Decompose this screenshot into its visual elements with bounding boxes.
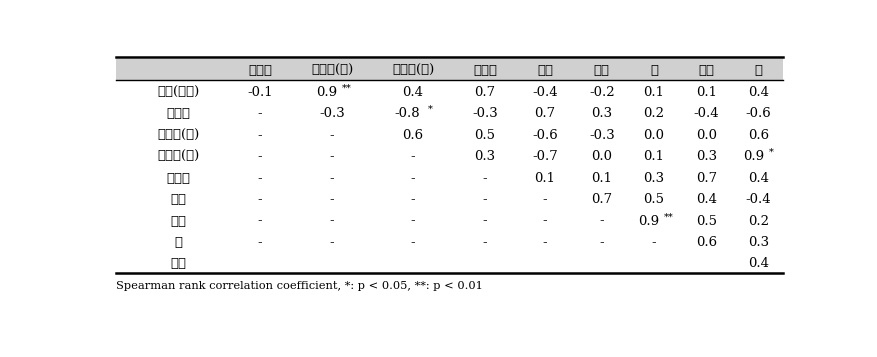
Text: 0.3: 0.3	[695, 150, 717, 163]
Text: -: -	[410, 215, 416, 227]
Text: -: -	[258, 107, 262, 120]
Text: Spearman rank correlation coefficient, *: p < 0.05, **: p < 0.01: Spearman rank correlation coefficient, *…	[117, 281, 483, 291]
Text: 0.1: 0.1	[695, 86, 717, 99]
Text: -: -	[330, 172, 334, 185]
Text: 0.5: 0.5	[644, 193, 665, 206]
Text: 0.2: 0.2	[644, 107, 665, 120]
Text: *: *	[769, 148, 774, 157]
Text: -: -	[258, 172, 262, 185]
Text: -0.3: -0.3	[472, 107, 498, 120]
Text: **: **	[664, 212, 674, 221]
Text: 0.3: 0.3	[644, 172, 665, 185]
Text: 0.4: 0.4	[748, 86, 769, 99]
Text: -0.4: -0.4	[532, 86, 558, 99]
Text: 믄: 믄	[754, 64, 763, 77]
Text: 0.3: 0.3	[474, 150, 496, 163]
Text: 0.6: 0.6	[403, 129, 424, 142]
Text: -: -	[543, 193, 547, 206]
Text: 0.7: 0.7	[591, 193, 612, 206]
Text: -0.4: -0.4	[694, 107, 719, 120]
Text: -: -	[482, 172, 488, 185]
Text: 0.2: 0.2	[748, 215, 769, 227]
Text: -0.4: -0.4	[745, 193, 772, 206]
Text: 0.4: 0.4	[748, 172, 769, 185]
Text: **: **	[342, 84, 352, 93]
Text: 날개짃(우): 날개짃(우)	[157, 150, 199, 163]
Text: 0.1: 0.1	[591, 172, 612, 185]
Text: -: -	[482, 236, 488, 249]
Text: -: -	[482, 193, 488, 206]
Text: -: -	[258, 129, 262, 142]
Text: 0.4: 0.4	[403, 86, 424, 99]
Text: 0.6: 0.6	[695, 236, 717, 249]
Text: 날개짃(우): 날개짃(우)	[392, 64, 434, 77]
Text: -: -	[330, 193, 334, 206]
Text: -: -	[543, 236, 547, 249]
Text: -0.6: -0.6	[532, 129, 558, 142]
Text: -0.8: -0.8	[395, 107, 420, 120]
Text: 가슴짃: 가슴짃	[166, 107, 190, 120]
Text: 혈액: 혈액	[537, 64, 553, 77]
Text: 꼬리짃: 꼬리짃	[473, 64, 497, 77]
Text: -: -	[258, 193, 262, 206]
Text: 가슴짃: 가슴짃	[248, 64, 272, 77]
Text: 0.5: 0.5	[474, 129, 496, 142]
Text: -: -	[600, 236, 604, 249]
Text: 0.6: 0.6	[748, 129, 769, 142]
Text: -0.2: -0.2	[589, 86, 615, 99]
Text: -: -	[600, 215, 604, 227]
Text: 0.4: 0.4	[695, 193, 717, 206]
Text: 0.1: 0.1	[644, 150, 665, 163]
Text: 깃털(전체): 깃털(전체)	[157, 86, 199, 99]
Text: -: -	[330, 215, 334, 227]
Text: 0.3: 0.3	[591, 107, 612, 120]
Text: 0.7: 0.7	[474, 86, 496, 99]
Text: -: -	[410, 193, 416, 206]
Text: 0.9: 0.9	[638, 215, 660, 227]
Text: -: -	[482, 215, 488, 227]
Text: -0.6: -0.6	[745, 107, 772, 120]
Text: 간: 간	[650, 64, 658, 77]
Text: -: -	[410, 172, 416, 185]
Text: -0.7: -0.7	[532, 150, 558, 163]
Text: 간: 간	[175, 236, 182, 249]
Text: 0.0: 0.0	[591, 150, 612, 163]
Text: 꼬리짃: 꼬리짃	[166, 172, 190, 185]
Text: 혈액: 혈액	[170, 193, 186, 206]
Text: 0.1: 0.1	[644, 86, 665, 99]
Text: -: -	[258, 236, 262, 249]
Text: -0.3: -0.3	[588, 129, 615, 142]
Text: 0.7: 0.7	[534, 107, 555, 120]
Text: 0.4: 0.4	[748, 257, 769, 270]
Text: 허파: 허파	[594, 64, 610, 77]
Text: 날개짃(좌): 날개짃(좌)	[157, 129, 199, 142]
Text: -: -	[330, 129, 334, 142]
Text: -: -	[543, 215, 547, 227]
Text: 0.1: 0.1	[534, 172, 555, 185]
Text: -: -	[258, 150, 262, 163]
Text: 0.0: 0.0	[644, 129, 665, 142]
Text: 신장: 신장	[170, 257, 186, 270]
Text: *: *	[427, 105, 432, 114]
Text: 신장: 신장	[698, 64, 715, 77]
Text: -: -	[258, 215, 262, 227]
Text: -: -	[330, 150, 334, 163]
Text: -: -	[330, 236, 334, 249]
Text: -0.1: -0.1	[247, 86, 273, 99]
Text: -: -	[410, 236, 416, 249]
Text: 0.7: 0.7	[695, 172, 717, 185]
Text: 허파: 허파	[170, 215, 186, 227]
Text: 0.5: 0.5	[695, 215, 717, 227]
Text: 0.9: 0.9	[743, 150, 764, 163]
Text: -: -	[410, 150, 416, 163]
FancyBboxPatch shape	[117, 59, 782, 80]
Text: 0.3: 0.3	[748, 236, 769, 249]
Text: -0.3: -0.3	[319, 107, 345, 120]
Text: 날개짃(좌): 날개짃(좌)	[310, 64, 353, 77]
Text: 0.0: 0.0	[695, 129, 717, 142]
Text: 0.9: 0.9	[316, 86, 337, 99]
Text: -: -	[652, 236, 656, 249]
